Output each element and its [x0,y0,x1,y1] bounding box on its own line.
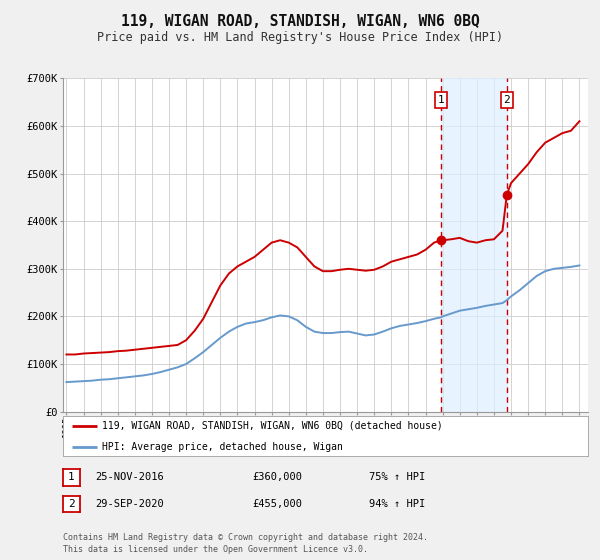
Text: Price paid vs. HM Land Registry's House Price Index (HPI): Price paid vs. HM Land Registry's House … [97,31,503,44]
Text: 119, WIGAN ROAD, STANDISH, WIGAN, WN6 0BQ (detached house): 119, WIGAN ROAD, STANDISH, WIGAN, WN6 0B… [103,421,443,431]
Text: 75% ↑ HPI: 75% ↑ HPI [369,472,425,482]
Text: HPI: Average price, detached house, Wigan: HPI: Average price, detached house, Wiga… [103,442,343,452]
Text: 2: 2 [503,95,510,105]
Text: 119, WIGAN ROAD, STANDISH, WIGAN, WN6 0BQ: 119, WIGAN ROAD, STANDISH, WIGAN, WN6 0B… [121,14,479,29]
Text: Contains HM Land Registry data © Crown copyright and database right 2024.: Contains HM Land Registry data © Crown c… [63,533,428,542]
Bar [441,78,507,412]
Text: 1: 1 [437,95,445,105]
Text: 29-SEP-2020: 29-SEP-2020 [95,499,164,509]
Text: £455,000: £455,000 [252,499,302,509]
Text: £360,000: £360,000 [252,472,302,482]
Text: 1: 1 [68,472,75,482]
Text: 2: 2 [68,499,75,509]
Text: 94% ↑ HPI: 94% ↑ HPI [369,499,425,509]
Text: This data is licensed under the Open Government Licence v3.0.: This data is licensed under the Open Gov… [63,545,368,554]
Text: 25-NOV-2016: 25-NOV-2016 [95,472,164,482]
